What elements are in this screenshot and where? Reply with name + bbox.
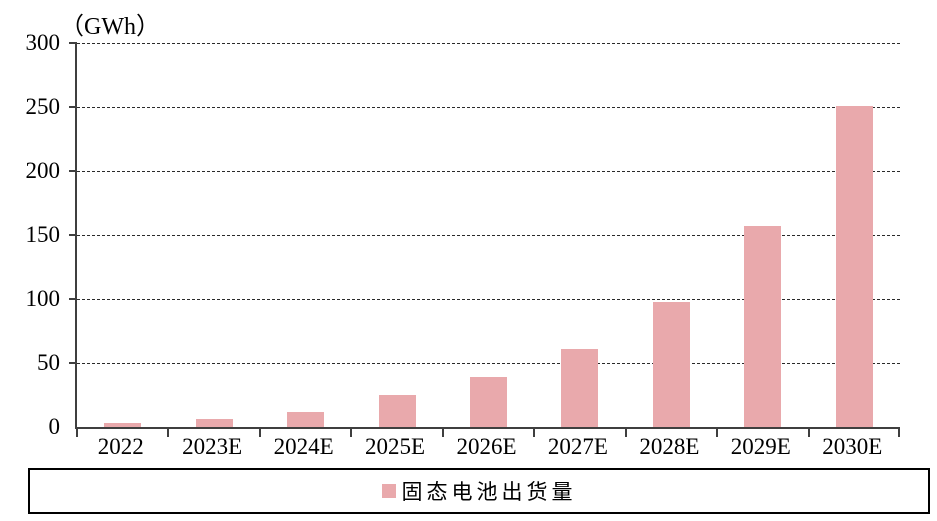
- x-tick-label-2027E: 2027E: [547, 434, 608, 459]
- bar-2028E: [652, 301, 690, 427]
- y-axis-tick: [69, 106, 77, 108]
- y-tick-label-50: 50: [37, 350, 60, 375]
- x-axis-tick: [76, 429, 78, 437]
- y-tick-label-250: 250: [25, 94, 61, 119]
- y-tick-label-200: 200: [25, 158, 61, 183]
- x-axis-tick: [807, 429, 810, 437]
- y-axis-tick: [69, 362, 77, 364]
- y-axis-tick: [69, 234, 77, 236]
- legend-square-marker-icon: [381, 484, 396, 498]
- y-axis-tick: [69, 170, 77, 172]
- y-tick-label-150: 150: [25, 222, 61, 247]
- legend-item: 固态电池出货量: [381, 476, 577, 506]
- gridline-y-50: [77, 363, 900, 364]
- y-axis-unit-label: （GWh）: [60, 14, 160, 40]
- x-tick-label-2025E: 2025E: [365, 434, 426, 459]
- x-tick-label-2030E: 2030E: [822, 434, 883, 459]
- bar-2030E: [835, 105, 873, 427]
- bar-2023E: [195, 419, 233, 427]
- x-axis-tick: [167, 429, 170, 437]
- legend-label: 固态电池出货量: [401, 480, 577, 504]
- y-tick-label-100: 100: [25, 286, 61, 311]
- gridline-y-200: [77, 171, 900, 172]
- x-axis-tick: [441, 429, 444, 437]
- y-axis-tick: [69, 42, 77, 44]
- x-axis-tick: [898, 429, 900, 437]
- x-tick-label-2023E: 2023E: [182, 434, 243, 459]
- x-axis-tick: [716, 429, 719, 437]
- gridline-y-250: [77, 107, 900, 108]
- legend: 固态电池出货量: [28, 468, 930, 514]
- y-tick-label-0: 0: [48, 414, 61, 439]
- x-tick-label-2026E: 2026E: [456, 434, 517, 459]
- bar-2027E: [561, 348, 599, 427]
- x-tick-label-2024E: 2024E: [273, 434, 334, 459]
- bar-2026E: [470, 377, 507, 427]
- x-axis-tick: [350, 429, 353, 437]
- x-tick-label-2028E: 2028E: [639, 434, 700, 459]
- gridline-y-300: [77, 43, 900, 44]
- x-axis-tick: [624, 429, 627, 437]
- x-tick-label-2022: 2022: [97, 434, 144, 459]
- bar-2025E: [378, 395, 416, 427]
- x-axis-tick: [533, 429, 536, 437]
- plot-area: [69, 42, 900, 437]
- gridline-y-100: [77, 299, 900, 300]
- x-tick-label-2029E: 2029E: [730, 434, 791, 459]
- bar-2024E: [287, 411, 325, 427]
- gridline-y-150: [77, 235, 900, 236]
- bar-2029E: [744, 226, 782, 427]
- bar-2022: [104, 423, 142, 427]
- x-axis-tick: [258, 429, 261, 437]
- y-tick-label-300: 300: [25, 30, 61, 55]
- y-axis-tick: [69, 298, 77, 300]
